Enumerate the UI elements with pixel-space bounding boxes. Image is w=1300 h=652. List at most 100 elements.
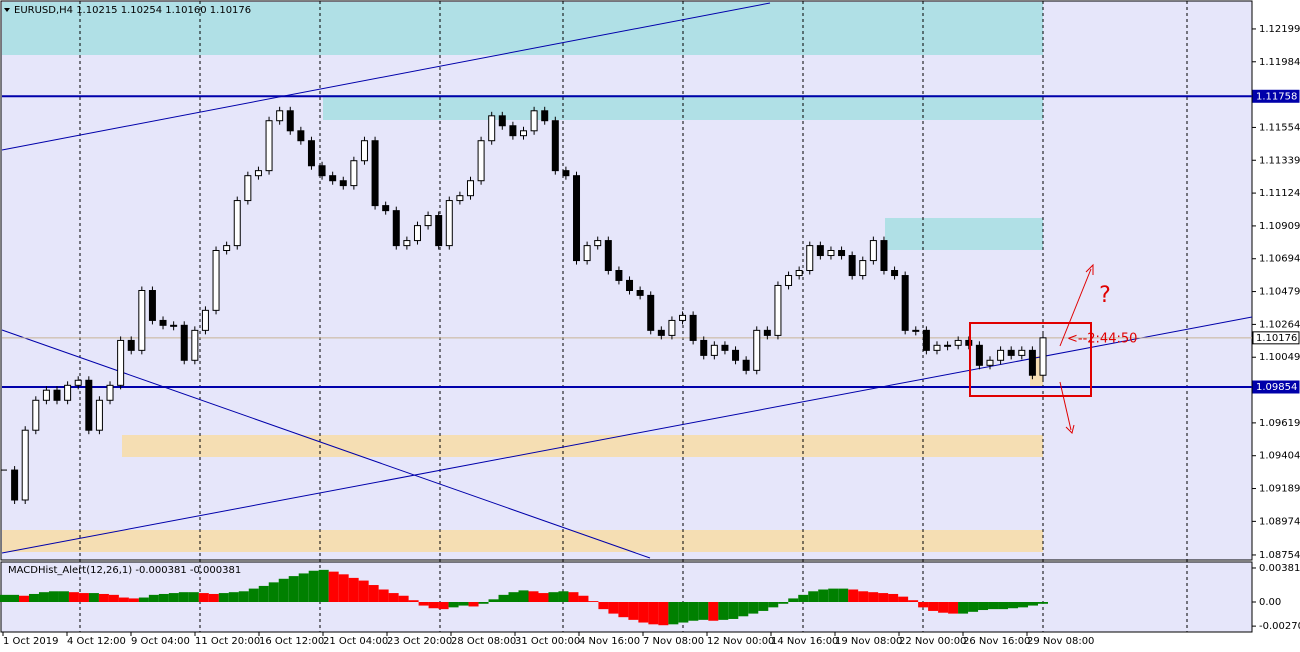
histogram-bar [228,592,239,602]
histogram-bar [658,602,669,626]
x-tick-label: 21 Oct 04:00 [323,636,388,647]
candle [170,324,178,327]
histogram-bar [28,593,39,602]
histogram-bar [258,585,269,602]
candle [986,359,994,366]
candle [413,225,421,242]
candle [498,115,506,127]
candle [689,314,697,341]
candle [848,255,856,277]
histogram-bar [958,602,969,614]
histogram-bar [8,594,19,602]
x-tick-label: 31 Oct 00:00 [515,636,580,647]
histogram-bar [968,602,979,612]
level-tag [1252,380,1300,394]
candle [435,215,443,247]
histogram-bar [378,589,389,602]
histogram-bar [278,578,289,602]
candle [403,240,411,247]
histogram-bar [608,602,619,614]
histogram-bar [888,593,899,602]
candle [466,180,474,197]
candle [212,249,220,311]
candle [573,175,581,262]
candle [509,125,517,137]
y-tick-label: 1.11984 [1259,57,1300,68]
y-tick-label: 1.09404 [1259,451,1300,462]
candle [254,170,262,177]
histogram-bar [208,593,219,602]
histogram-bar [218,593,229,602]
histogram-bar [188,592,199,602]
level-tag [1252,331,1300,345]
arrow-head [1065,424,1075,434]
candle [859,260,867,277]
candle [657,329,665,336]
histogram-bar [458,602,469,606]
histogram-bar [448,602,459,608]
histogram-bar [338,574,349,602]
drawing [969,263,1094,434]
histogram-bar [248,588,259,602]
histogram-bar [68,592,79,602]
x-tick-label: 14 Nov 16:00 [771,636,838,647]
histogram-bar [18,595,29,602]
candle [944,344,952,347]
candle [307,140,315,167]
candle [233,200,241,247]
histogram-bar [528,591,539,602]
histogram-bar [358,580,369,602]
histogram-bar [368,585,379,602]
arrow [1059,268,1092,347]
candle [551,120,559,172]
histogram-bar [648,602,659,625]
histogram-bar [938,602,949,613]
y-tick-label: 1.08974 [1259,516,1300,527]
histogram-bar [498,594,509,602]
histogram-bar [868,592,879,602]
candle [997,349,1005,361]
candle [477,140,485,182]
histogram-bar [508,592,519,602]
y-tick-label: 1.09619 [1259,418,1300,429]
indicator-title: MACDHist_Alert(12,26,1) -0.000381 -0.000… [8,565,241,576]
y-tick-label: 1.11124 [1259,188,1300,199]
histogram-bar [198,593,209,602]
annotation: ? [1099,283,1111,308]
candle [1007,349,1015,356]
x-tick-label: 11 Oct 20:00 [195,636,260,647]
candle [530,110,538,132]
histogram-bar [838,588,849,602]
candle [753,329,761,371]
candle [679,314,687,321]
candle [276,110,284,122]
histogram-bar [438,602,449,610]
histogram-bar [708,602,719,621]
histogram-bar [538,593,549,602]
candle [594,240,602,247]
histogram-bar [1028,602,1039,606]
histogram-bar [118,597,129,602]
level-label: 1.10176 [1256,333,1297,344]
candle [106,384,114,401]
histogram-bar [328,571,339,602]
histogram-bar [488,599,499,602]
y-tick-label: 0.00 [1259,597,1281,608]
histogram-bar [978,602,989,611]
histogram-bar [728,602,739,619]
candle [85,379,93,431]
histogram-bar [0,594,9,602]
histogram-bar [108,594,119,602]
x-tick-label: 26 Nov 16:00 [963,636,1030,647]
histogram-bar [478,602,489,604]
histogram-bar [818,589,829,602]
candle [880,240,888,271]
candle [975,344,983,366]
candle [11,469,19,501]
histogram-bar [678,602,689,623]
candle [520,130,527,137]
candle [732,349,740,361]
histogram-bar [878,593,889,602]
candle [392,210,400,247]
histogram-bar [408,600,419,602]
